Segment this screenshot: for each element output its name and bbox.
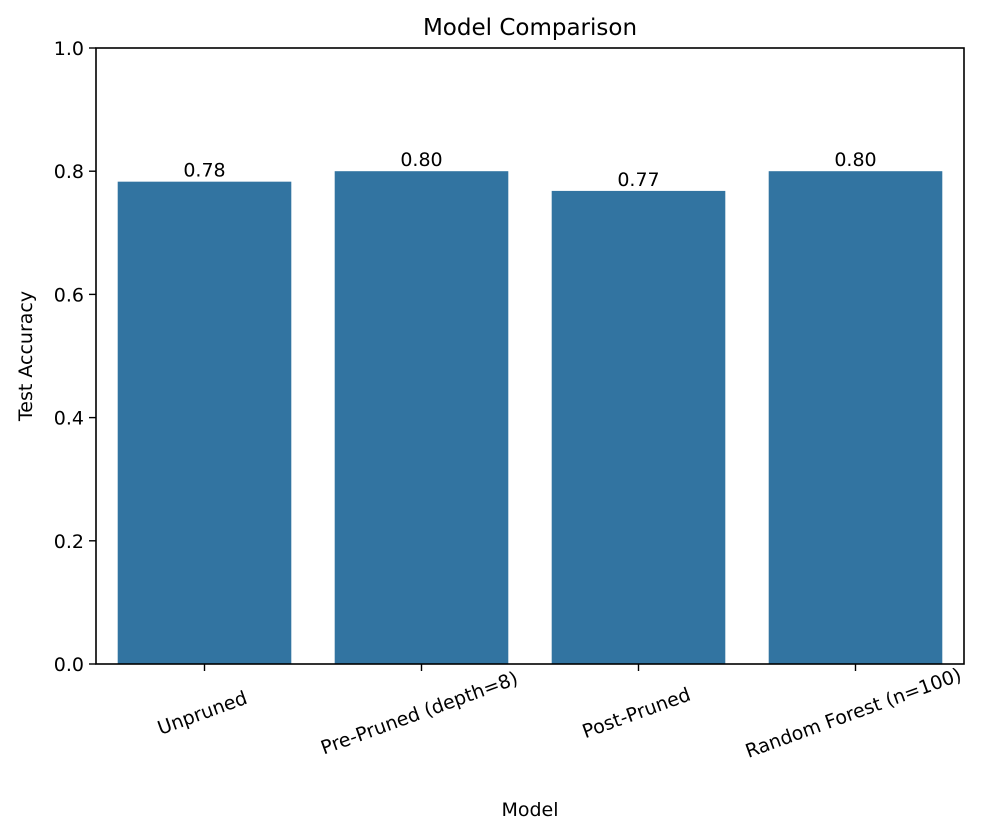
data-label-0: 0.78 <box>183 160 225 182</box>
x-tick-label-1: Pre-Pruned (depth=8) <box>318 667 521 759</box>
data-label-3: 0.80 <box>834 149 876 171</box>
y-tick-label-3: 0.6 <box>54 284 84 306</box>
x-tick-label-0: Unpruned <box>155 687 251 740</box>
x-axis-ticks: Unpruned Pre-Pruned (depth=8) Post-Pruned R… <box>155 664 965 763</box>
x-tick-label-2: Post-Pruned <box>579 684 693 743</box>
bars-group <box>117 171 943 665</box>
bar-2 <box>551 190 726 665</box>
bar-3 <box>768 171 943 664</box>
x-axis-title: Model <box>501 799 558 821</box>
y-axis-title: Test Accuracy <box>15 291 37 422</box>
data-label-2: 0.77 <box>617 169 659 191</box>
y-tick-label-0: 0.0 <box>54 654 84 676</box>
y-tick-label-1: 0.2 <box>54 531 84 553</box>
data-labels-group: 0.78 0.80 0.77 0.80 <box>183 149 876 191</box>
y-axis-ticks: 0.0 0.2 0.4 0.6 0.8 1.0 <box>54 38 96 676</box>
bar-0 <box>117 181 292 664</box>
bar-1 <box>334 171 509 664</box>
y-tick-label-4: 0.8 <box>54 161 84 183</box>
y-tick-label-5: 1.0 <box>54 38 84 60</box>
y-tick-label-2: 0.4 <box>54 408 84 430</box>
x-tick-label-3: Random Forest (n=100) <box>743 664 965 763</box>
chart-title: Model Comparison <box>423 15 637 41</box>
data-label-1: 0.80 <box>400 149 442 171</box>
plot-frame <box>95 47 965 665</box>
